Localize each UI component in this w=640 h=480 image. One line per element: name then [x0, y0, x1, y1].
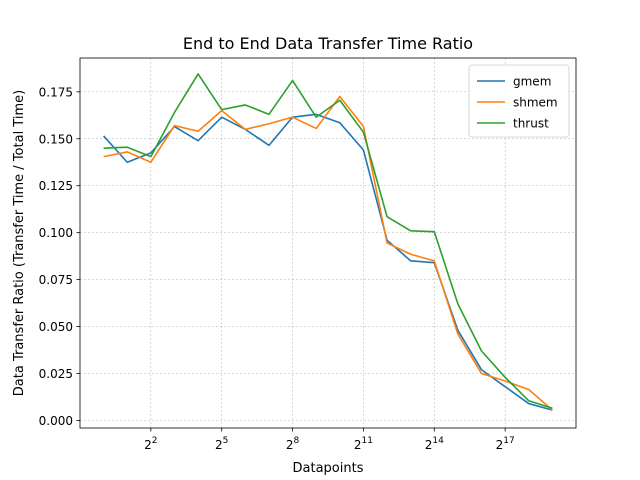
series-line-thrust [103, 73, 553, 410]
chart-title: End to End Data Transfer Time Ratio [183, 34, 473, 53]
y-tick-label: 0.100 [39, 226, 73, 240]
y-tick-label: 0.125 [39, 179, 73, 193]
plot-frame [79, 57, 577, 429]
x-axis-label: Datapoints [293, 461, 364, 476]
grid-lines [80, 58, 576, 428]
x-tick-label: 214 [425, 436, 444, 452]
y-tick-label: 0.025 [39, 367, 73, 381]
y-axis-ticks: 0.000 0.025 0.050 0.075 0.100 0.125 0.150 0.175 [39, 85, 80, 428]
x-tick-label: 25 [215, 436, 228, 452]
legend-label-shmem: shmem [513, 96, 558, 110]
x-tick-label: 22 [144, 436, 157, 452]
y-tick-label: 0.050 [39, 320, 73, 334]
legend: gmem shmem thrust [468, 64, 570, 138]
legend-box [468, 64, 570, 138]
x-tick-label: 28 [286, 436, 300, 452]
y-tick-label: 0.075 [39, 273, 73, 287]
x-tick-label: 211 [354, 436, 373, 452]
y-tick-label: 0.150 [39, 132, 73, 146]
x-tick-label: 217 [496, 436, 515, 452]
legend-label-thrust: thrust [513, 117, 549, 131]
y-axis-label: Data Transfer Ratio (Transfer Time / Tot… [12, 90, 27, 396]
series-line-gmem [103, 113, 553, 411]
y-tick-label: 0.000 [39, 414, 73, 428]
y-tick-label: 0.175 [39, 85, 73, 99]
series-line-shmem [103, 95, 553, 411]
legend-label-gmem: gmem [513, 75, 551, 89]
series-lines [103, 73, 553, 411]
x-axis-ticks: 22 25 28 211 214 217 [144, 428, 515, 452]
